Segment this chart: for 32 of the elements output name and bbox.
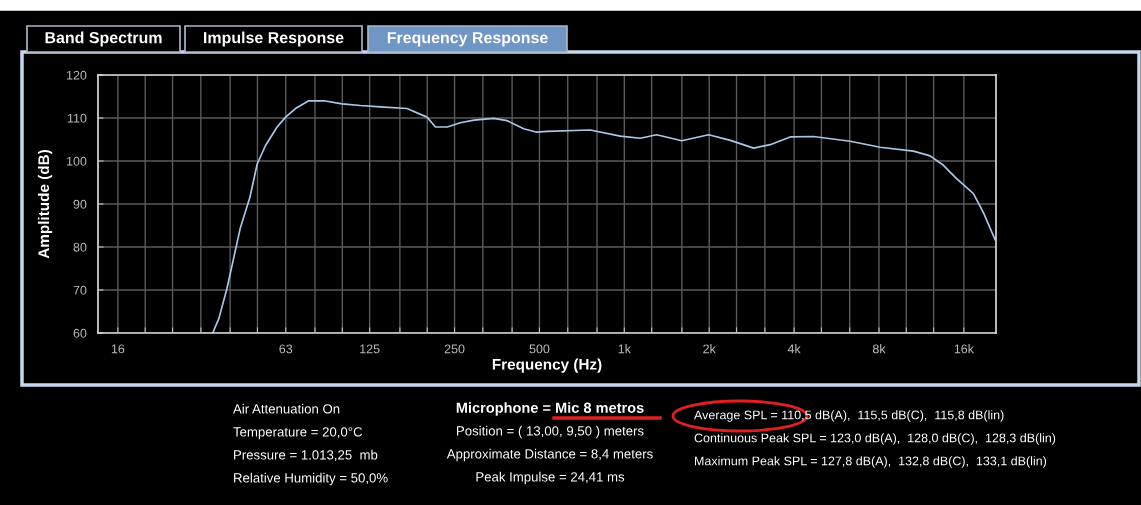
text: Band Spectrum — [45, 31, 162, 47]
y-tick-label: 90 — [73, 199, 87, 209]
x-tick-label: 1k — [618, 344, 631, 354]
x-tick-label: 63 — [279, 344, 293, 354]
x-tick-label: 250 — [444, 344, 465, 354]
x-axis-title: Frequency (Hz) — [492, 358, 602, 373]
x-tick-label: 500 — [529, 344, 550, 354]
y-tick-label: 70 — [73, 285, 87, 295]
y-tick-label: 60 — [73, 328, 87, 338]
text: Microphone = Mic 8 metros — [456, 402, 644, 416]
text: Peak Impulse = 24,41 ms — [476, 471, 625, 485]
x-tick-label: 2k — [703, 344, 716, 354]
text: Frequency Response — [387, 32, 548, 47]
x-tick-label: 16 — [111, 344, 125, 354]
text: Impulse Response — [204, 31, 344, 47]
y-tick-label: 100 — [66, 156, 87, 166]
x-tick-label: 8k — [872, 344, 886, 354]
y-tick-label: 80 — [73, 242, 87, 252]
x-tick-label: 16k — [954, 344, 974, 354]
text: Position = ( 13,00, 9,50 ) meters — [457, 425, 644, 439]
text: Maximum Peak SPL = 127,8 dB(A), 132,8 dB(C), 133,1 dB(lin) — [695, 456, 1047, 468]
y-axis-title: Amplitude (dB) — [37, 150, 53, 259]
text: Approximate Distance = 8,4 meters — [446, 448, 653, 462]
text: Continuous Peak SPL = 123,0 dB(A), 128,0 dB(C), 128,3 dB(lin) — [694, 433, 1056, 445]
y-tick-label: 110 — [67, 113, 87, 123]
text: Pressure = 1.013,25 mb — [234, 449, 378, 462]
x-tick-label: 125 — [360, 344, 380, 354]
y-tick-label: 120 — [66, 70, 87, 80]
text: Temperature = 20,0°C — [233, 427, 363, 440]
x-tick-label: 4k — [787, 344, 801, 354]
text: Air Attenuation On — [233, 403, 340, 414]
text: Relative Humidity = 50,0% — [234, 472, 388, 486]
